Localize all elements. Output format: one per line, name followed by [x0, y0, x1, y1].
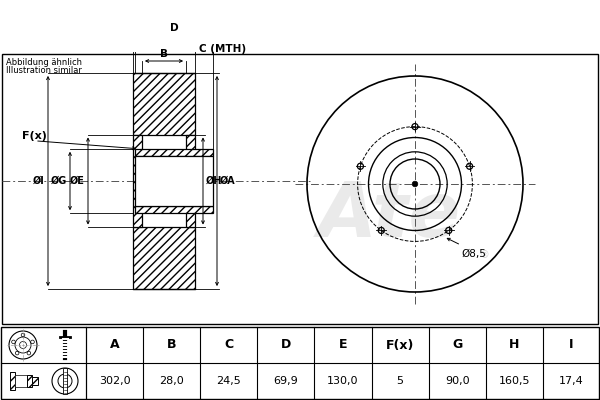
Bar	[133, 73, 195, 134]
Text: 24.0128-0252.1    428252: 24.0128-0252.1 428252	[153, 16, 447, 36]
Text: ØE: ØE	[70, 176, 85, 186]
Bar	[186, 134, 195, 228]
Text: F(x): F(x)	[386, 338, 414, 352]
Text: E: E	[339, 338, 347, 352]
Text: 302,0: 302,0	[99, 376, 130, 386]
Text: Illustration similar: Illustration similar	[6, 66, 82, 75]
Bar	[27, 375, 32, 387]
Bar	[15, 375, 27, 387]
Text: F(x): F(x)	[22, 131, 47, 141]
Text: ®: ®	[480, 250, 490, 260]
Text: ØH: ØH	[206, 176, 223, 186]
Bar	[32, 377, 38, 385]
Text: 130,0: 130,0	[327, 376, 359, 386]
Text: ØA: ØA	[220, 176, 236, 186]
Text: Ø8,5: Ø8,5	[461, 249, 486, 259]
Text: 5: 5	[397, 376, 404, 386]
Bar	[133, 228, 195, 289]
Bar	[63, 368, 67, 394]
Text: 69,9: 69,9	[274, 376, 298, 386]
Text: I: I	[569, 338, 574, 352]
Bar	[133, 134, 142, 228]
Circle shape	[58, 374, 72, 388]
Text: Ate: Ate	[319, 179, 461, 253]
Text: ØI: ØI	[33, 176, 45, 186]
Text: Abbildung ähnlich: Abbildung ähnlich	[6, 58, 82, 67]
Text: G: G	[452, 338, 463, 352]
Text: 17,4: 17,4	[559, 376, 584, 386]
Text: 90,0: 90,0	[445, 376, 470, 386]
Bar	[135, 206, 213, 213]
Text: A: A	[110, 338, 119, 352]
Text: H: H	[509, 338, 520, 352]
Text: D: D	[170, 23, 178, 33]
Text: D: D	[281, 338, 291, 352]
Bar	[135, 149, 213, 156]
Text: 28,0: 28,0	[159, 376, 184, 386]
Text: 160,5: 160,5	[499, 376, 530, 386]
Text: 24,5: 24,5	[217, 376, 241, 386]
Circle shape	[412, 181, 418, 187]
Text: B: B	[167, 338, 176, 352]
Text: C: C	[224, 338, 233, 352]
Bar	[10, 372, 15, 390]
Text: B: B	[160, 49, 168, 59]
Bar	[135, 156, 213, 206]
Text: C (MTH): C (MTH)	[199, 44, 246, 54]
Text: ØG: ØG	[51, 176, 67, 186]
